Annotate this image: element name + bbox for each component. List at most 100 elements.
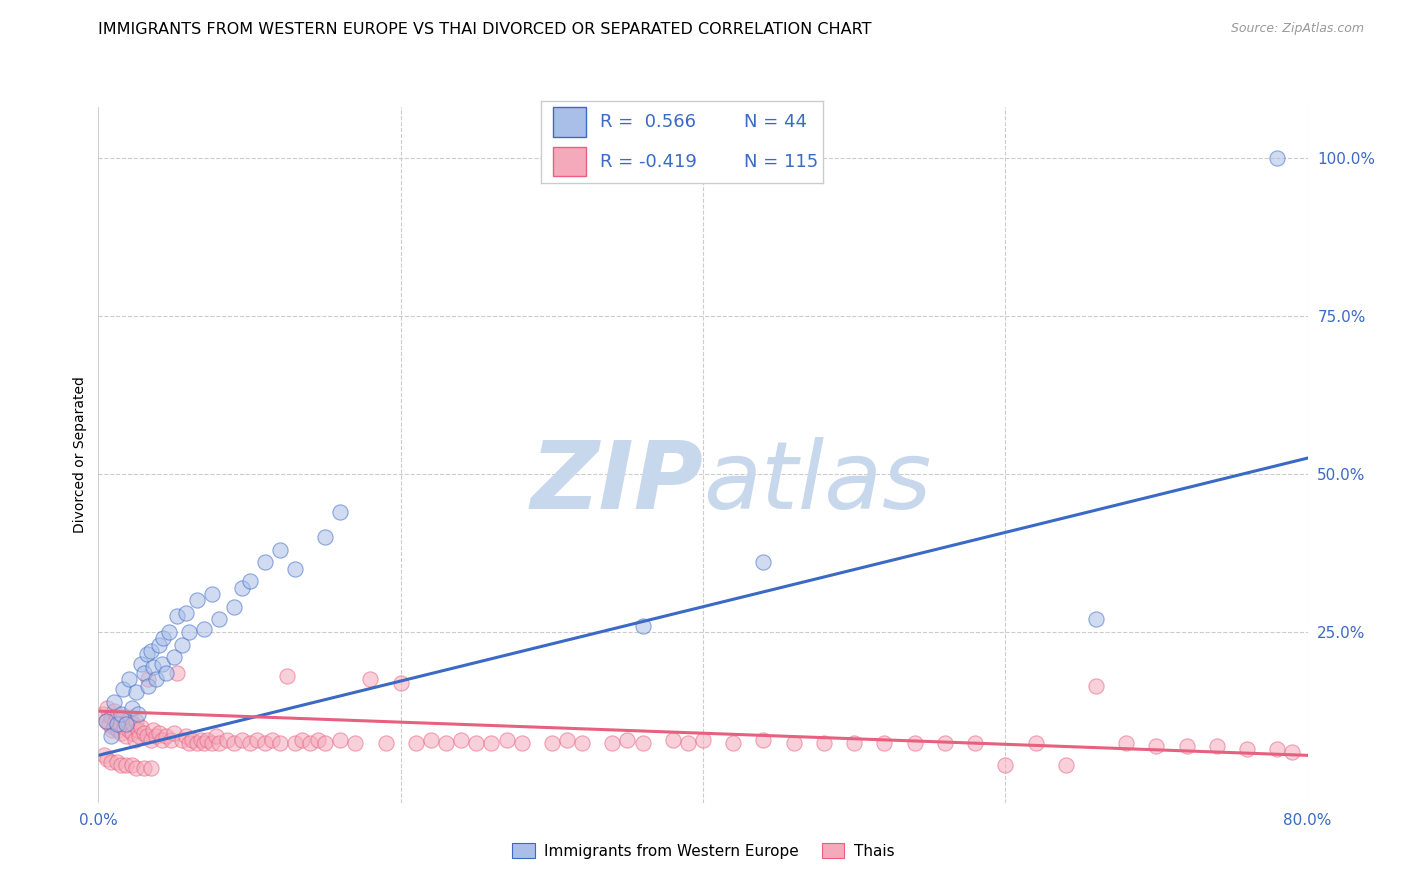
Point <box>631 736 654 750</box>
Point <box>160 732 183 747</box>
Point <box>135 730 157 744</box>
Point <box>110 707 132 722</box>
Point <box>179 625 201 640</box>
Point <box>148 638 170 652</box>
Point <box>124 732 146 747</box>
Point <box>186 736 208 750</box>
Point <box>205 730 228 744</box>
Point <box>1236 742 1258 756</box>
Text: Source: ZipAtlas.com: Source: ZipAtlas.com <box>1230 22 1364 36</box>
Point <box>262 732 284 747</box>
Point <box>224 599 246 614</box>
Point <box>269 542 291 557</box>
Point <box>155 730 177 744</box>
Point <box>215 732 238 747</box>
Point <box>193 736 215 750</box>
Point <box>405 736 427 750</box>
Point <box>104 714 127 728</box>
Point <box>105 710 128 724</box>
Point <box>105 755 128 769</box>
Point <box>374 736 396 750</box>
Point <box>246 732 269 747</box>
Point <box>100 755 122 769</box>
Point <box>208 612 231 626</box>
Point <box>103 720 125 734</box>
Point <box>208 736 231 750</box>
Point <box>231 732 253 747</box>
Point <box>135 647 157 661</box>
Point <box>150 657 173 671</box>
Point <box>314 530 336 544</box>
Point <box>94 714 117 728</box>
Point <box>118 673 141 687</box>
Bar <box>553 147 586 177</box>
Point <box>98 716 121 731</box>
Text: atlas: atlas <box>703 437 931 528</box>
Point <box>112 720 135 734</box>
Point <box>1267 151 1289 165</box>
Point <box>307 732 329 747</box>
Point <box>965 736 987 750</box>
Point <box>107 723 129 737</box>
Point <box>127 723 149 737</box>
Text: N = 44: N = 44 <box>744 113 807 131</box>
Point <box>434 736 457 750</box>
Point <box>186 593 208 607</box>
Point <box>253 556 276 570</box>
Point <box>174 606 197 620</box>
Point <box>299 736 322 750</box>
Point <box>120 710 142 724</box>
Point <box>174 730 197 744</box>
Point <box>631 618 654 632</box>
Point <box>150 732 173 747</box>
Point <box>141 732 163 747</box>
Point <box>101 723 124 737</box>
Point <box>132 761 155 775</box>
Point <box>170 732 193 747</box>
Point <box>752 732 775 747</box>
Point <box>125 685 148 699</box>
Point <box>450 732 472 747</box>
Bar <box>553 107 586 136</box>
Point <box>111 710 134 724</box>
Point <box>141 644 163 658</box>
Point <box>127 707 149 722</box>
Point <box>100 730 122 744</box>
Point <box>129 720 152 734</box>
Point <box>253 736 276 750</box>
Point <box>195 732 218 747</box>
Point <box>752 556 775 570</box>
Point <box>676 736 699 750</box>
Point <box>193 622 215 636</box>
Point <box>465 736 488 750</box>
Point <box>1085 679 1108 693</box>
Point <box>103 704 125 718</box>
Point <box>723 736 745 750</box>
Point <box>495 732 517 747</box>
Point <box>110 757 132 772</box>
Point <box>1054 757 1077 772</box>
Text: R = -0.419: R = -0.419 <box>600 153 697 170</box>
Point <box>1144 739 1167 753</box>
Point <box>555 732 578 747</box>
Point <box>114 716 136 731</box>
Point <box>904 736 927 750</box>
Point <box>145 730 167 744</box>
Point <box>105 716 128 731</box>
Point <box>201 587 224 601</box>
Point <box>181 732 204 747</box>
Point <box>166 609 188 624</box>
Point <box>152 632 174 646</box>
Text: IMMIGRANTS FROM WESTERN EUROPE VS THAI DIVORCED OR SEPARATED CORRELATION CHART: IMMIGRANTS FROM WESTERN EUROPE VS THAI D… <box>98 22 872 37</box>
Point <box>125 714 148 728</box>
Point <box>166 666 188 681</box>
Point <box>389 675 412 690</box>
Text: R =  0.566: R = 0.566 <box>600 113 696 131</box>
Point <box>96 751 118 765</box>
Point <box>276 669 298 683</box>
Point <box>813 736 835 750</box>
Point <box>179 736 201 750</box>
Point <box>1085 612 1108 626</box>
Point <box>360 673 382 687</box>
Point <box>111 681 134 696</box>
